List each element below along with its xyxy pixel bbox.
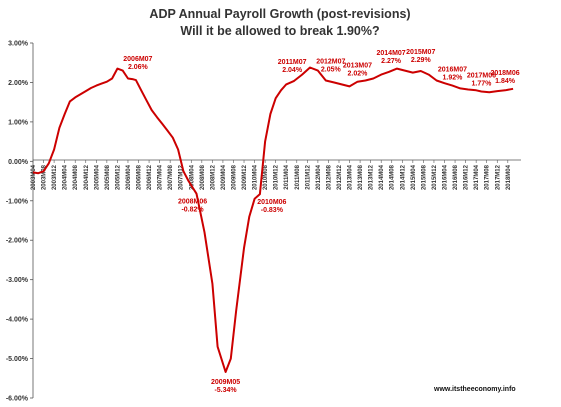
x-tick-label: 2013M08 xyxy=(358,164,364,190)
x-tick-label: 2018M04 xyxy=(506,164,512,190)
annotation-label: 2009M05 xyxy=(211,379,240,386)
x-tick-label: 2008M08 xyxy=(200,164,206,190)
x-tick-label: 2009M08 xyxy=(231,164,237,190)
x-tick-label: 2003M12 xyxy=(52,164,58,190)
x-tick-label: 2010M12 xyxy=(274,164,280,190)
y-axis: 3.00% 2.00% 1.00% 0.00% -1.00% -2.00% -3.00% -4… xyxy=(6,41,34,403)
x-tick-label: 2015M04 xyxy=(411,164,417,190)
x-tick-label: 2017M08 xyxy=(485,164,491,190)
x-axis: 2003M04 2003M08 2003M12 2004M04 2004M08 2004M… xyxy=(31,159,521,190)
y-tick-label: -4.00% xyxy=(6,317,29,324)
x-tick-label: 2004M08 xyxy=(73,164,79,190)
source-credit: www.itstheeconomy.info xyxy=(433,386,516,393)
annotation-value: 2.02% xyxy=(348,71,369,78)
x-tick-label: 2014M08 xyxy=(390,164,396,190)
x-tick-label: 2005M04 xyxy=(94,164,100,190)
annotation-label: 2017M06 xyxy=(467,73,496,80)
annotation-label: 2014M07 xyxy=(377,50,406,57)
y-tick-label: -1.00% xyxy=(6,198,29,205)
x-tick-label: 2017M04 xyxy=(474,164,480,190)
x-tick-label: 2008M12 xyxy=(210,164,216,190)
annotation-label: 2013M07 xyxy=(343,63,372,70)
annotation-value: 1.92% xyxy=(442,75,463,82)
x-tick-label: 2004M04 xyxy=(63,164,69,190)
annotation-label: 2015M07 xyxy=(406,49,435,56)
x-tick-label: 2013M12 xyxy=(369,164,375,190)
x-tick-label: 2014M04 xyxy=(379,164,385,190)
annotation-value: 1.84% xyxy=(495,78,516,85)
x-tick-label: 2004M12 xyxy=(84,164,90,190)
annotation-value: -0.82% xyxy=(181,207,204,214)
x-tick-label: 2015M12 xyxy=(432,164,438,190)
x-tick-label: 2003M04 xyxy=(31,164,37,190)
x-tick-label: 2006M12 xyxy=(147,164,153,190)
series-layer xyxy=(32,66,514,373)
annotation-value: 1.77% xyxy=(472,81,493,88)
series-line xyxy=(32,66,514,373)
x-tick-label: 2011M08 xyxy=(295,164,301,189)
chart-title: ADP Annual Payroll Growth (post-revision… xyxy=(149,7,410,21)
x-tick-label: 2007M12 xyxy=(179,164,185,190)
x-tick-label: 2012M04 xyxy=(316,164,322,190)
annotation-value: -0.83% xyxy=(261,207,284,214)
annotation-value: 2.06% xyxy=(128,64,149,71)
annotation-value: 2.27% xyxy=(381,58,402,65)
x-tick-label: 2015M08 xyxy=(421,164,427,190)
x-tick-label: 2006M08 xyxy=(137,164,143,190)
x-tick-label: 2008M04 xyxy=(189,164,195,190)
x-tick-label: 2009M12 xyxy=(242,164,248,190)
x-tick-label: 2006M04 xyxy=(126,164,132,190)
annotation-value: 2.04% xyxy=(282,67,303,74)
x-tick-label: 2012M12 xyxy=(337,164,343,190)
x-tick-label: 2016M08 xyxy=(453,164,459,190)
annotation-value: 2.05% xyxy=(321,66,342,73)
x-tick-label: 2009M04 xyxy=(221,164,227,190)
x-tick-label: 2005M08 xyxy=(105,164,111,190)
y-tick-label: 3.00% xyxy=(8,41,29,48)
y-tick-label: 1.00% xyxy=(8,119,29,126)
x-tick-label: 2016M04 xyxy=(443,164,449,190)
annotation-label: 2012M07 xyxy=(316,58,345,65)
x-tick-label: 2017M12 xyxy=(495,164,501,190)
y-tick-label: 0.00% xyxy=(8,159,29,166)
annotation-label: 2011M07 xyxy=(278,59,307,66)
y-tick-label: 2.00% xyxy=(8,80,29,87)
y-tick-label: -6.00% xyxy=(6,396,29,403)
x-tick-label: 2007M08 xyxy=(168,164,174,190)
annotation-value: 2.29% xyxy=(411,57,432,64)
x-tick-label: 2010M08 xyxy=(263,164,269,190)
y-tick-label: -2.00% xyxy=(6,238,29,245)
chart-subtitle: Will it be allowed to break 1.90%? xyxy=(180,24,379,38)
y-tick-label: -5.00% xyxy=(6,356,29,363)
x-tick-label: 2007M04 xyxy=(158,164,164,190)
x-tick-label: 2010M04 xyxy=(253,164,259,190)
annotation-label: 2018M06 xyxy=(490,70,519,77)
x-tick-label: 2013M04 xyxy=(348,164,354,190)
annotation-label: 2016M07 xyxy=(438,67,467,74)
annotation-label: 2010M06 xyxy=(257,199,286,206)
x-tick-label: 2016M12 xyxy=(464,164,470,190)
y-tick-label: -3.00% xyxy=(6,277,29,284)
x-tick-label: 2012M08 xyxy=(326,164,332,190)
annotation-label: 2008M06 xyxy=(178,199,207,206)
x-tick-label: 2003M08 xyxy=(42,164,48,190)
x-tick-label: 2014M12 xyxy=(400,164,406,190)
x-tick-label: 2005M12 xyxy=(115,164,121,190)
annotation-value: -5.34% xyxy=(214,387,237,394)
x-tick-label: 2011M04 xyxy=(284,164,290,189)
x-tick-label: 2011M12 xyxy=(305,164,311,189)
annotation-label: 2006M07 xyxy=(123,56,152,63)
